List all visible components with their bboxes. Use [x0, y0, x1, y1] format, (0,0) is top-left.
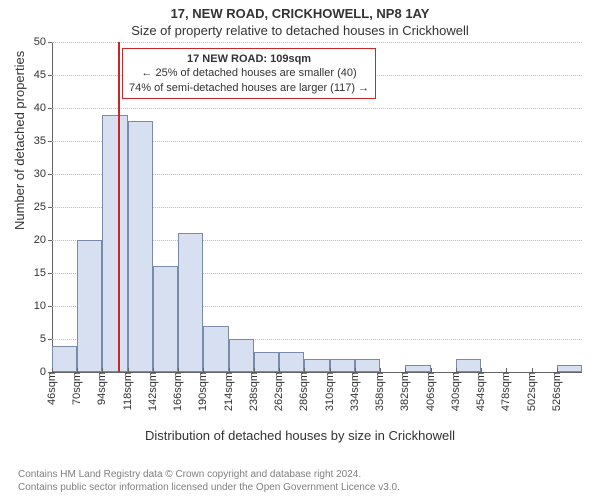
x-tick-label: 190sqm — [197, 372, 209, 411]
chart-title-sub: Size of property relative to detached ho… — [0, 21, 600, 42]
y-tick-mark — [48, 174, 52, 175]
histogram-bar — [203, 326, 228, 372]
x-tick-label: 166sqm — [172, 372, 184, 411]
footer-attribution: Contains HM Land Registry data © Crown c… — [18, 468, 400, 494]
x-tick-label: 286sqm — [298, 372, 310, 411]
y-tick-label: 15 — [6, 267, 46, 279]
y-tick-mark — [48, 339, 52, 340]
x-tick-label: 430sqm — [450, 372, 462, 411]
histogram-bar — [557, 365, 582, 372]
x-tick-label: 142sqm — [147, 372, 159, 411]
x-tick-label: 214sqm — [223, 372, 235, 411]
y-tick-label: 30 — [6, 168, 46, 180]
y-tick-mark — [48, 141, 52, 142]
x-tick-label: 262sqm — [273, 372, 285, 411]
histogram-bar — [254, 352, 279, 372]
x-tick-row: 46sqm70sqm94sqm118sqm142sqm166sqm190sqm2… — [52, 372, 582, 428]
x-tick-label: 334sqm — [349, 372, 361, 411]
histogram-bar — [355, 359, 380, 372]
histogram-bar — [304, 359, 329, 372]
x-tick-label: 358sqm — [374, 372, 386, 411]
y-tick-label: 35 — [6, 135, 46, 147]
x-tick-label: 406sqm — [425, 372, 437, 411]
histogram-bar — [405, 365, 430, 372]
histogram-bar — [77, 240, 102, 372]
x-axis-label: Distribution of detached houses by size … — [0, 428, 600, 443]
histogram-bar — [153, 266, 178, 372]
y-tick-mark — [48, 273, 52, 274]
histogram-bar — [330, 359, 355, 372]
x-tick-label: 478sqm — [500, 372, 512, 411]
y-tick-label: 40 — [6, 102, 46, 114]
x-tick-label: 382sqm — [399, 372, 411, 411]
y-tick-label: 10 — [6, 300, 46, 312]
y-tick-mark — [48, 108, 52, 109]
footer-line-2: Contains public sector information licen… — [18, 481, 400, 494]
y-tick-label: 0 — [6, 366, 46, 378]
y-tick-mark — [48, 240, 52, 241]
footer-line-1: Contains HM Land Registry data © Crown c… — [18, 468, 400, 481]
x-tick-label: 70sqm — [71, 372, 83, 405]
x-tick-label: 502sqm — [526, 372, 538, 411]
x-tick-label: 526sqm — [551, 372, 563, 411]
y-tick-mark — [48, 75, 52, 76]
info-box-title: 17 NEW ROAD: 109sqm — [129, 52, 369, 66]
y-tick-label: 45 — [6, 69, 46, 81]
y-tick-label: 5 — [6, 333, 46, 345]
x-tick-label: 46sqm — [46, 372, 58, 405]
histogram-bar — [456, 359, 481, 372]
histogram-bar — [102, 115, 127, 372]
gridline — [52, 108, 582, 109]
y-tick-label: 25 — [6, 201, 46, 213]
y-tick-label: 50 — [6, 36, 46, 48]
histogram-bar — [52, 346, 77, 372]
histogram-bar — [279, 352, 304, 372]
histogram-bar — [229, 339, 254, 372]
histogram-bar — [178, 233, 203, 372]
info-box-line-larger: 74% of semi-detached houses are larger (… — [129, 81, 369, 95]
y-tick-label: 20 — [6, 234, 46, 246]
info-box: 17 NEW ROAD: 109sqm← 25% of detached hou… — [122, 48, 376, 99]
x-tick-label: 118sqm — [122, 372, 134, 410]
chart-area: 0510152025303540455017 NEW ROAD: 109sqm←… — [52, 42, 582, 372]
info-box-line-smaller: ← 25% of detached houses are smaller (40… — [129, 66, 369, 80]
y-tick-mark — [48, 42, 52, 43]
chart-title-main: 17, NEW ROAD, CRICKHOWELL, NP8 1AY — [0, 0, 600, 21]
gridline — [52, 42, 582, 43]
x-tick-label: 238sqm — [248, 372, 260, 411]
y-tick-mark — [48, 306, 52, 307]
y-tick-mark — [48, 207, 52, 208]
x-tick-label: 454sqm — [475, 372, 487, 411]
plot-area: 0510152025303540455017 NEW ROAD: 109sqm←… — [52, 42, 582, 372]
x-tick-label: 310sqm — [324, 372, 336, 411]
marker-line — [118, 42, 120, 372]
x-tick-label: 94sqm — [96, 372, 108, 405]
histogram-bar — [128, 121, 153, 372]
